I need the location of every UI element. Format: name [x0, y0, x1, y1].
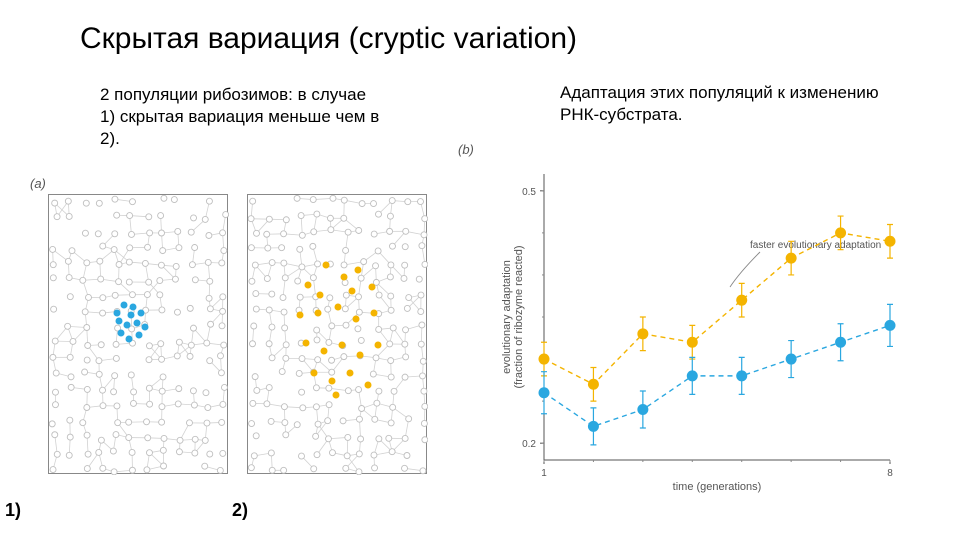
svg-text:evolutionary adaptation: evolutionary adaptation	[501, 260, 513, 374]
subtitle-left: 2 популяции рибозимов: в случае 1) скрыт…	[100, 84, 380, 150]
network-svg-1	[49, 195, 229, 475]
svg-text:8: 8	[887, 468, 893, 479]
fig-label-b: (b)	[458, 142, 474, 157]
network-panel-1	[48, 194, 228, 474]
panel-label-1: 1)	[5, 500, 21, 521]
svg-text:time (generations): time (generations)	[673, 481, 762, 493]
panel-label-2: 2)	[232, 500, 248, 521]
subtitle-right: Адаптация этих популяций к изменению РНК…	[560, 82, 900, 126]
svg-text:0.2: 0.2	[522, 439, 536, 450]
fig-label-a: (a)	[30, 176, 46, 191]
page-title: Скрытая вариация (cryptic variation)	[80, 22, 577, 56]
network-panel-2	[247, 194, 427, 474]
network-svg-2	[248, 195, 428, 475]
svg-text:(fraction of ribozyme reacted): (fraction of ribozyme reacted)	[513, 245, 525, 388]
svg-text:1: 1	[541, 468, 547, 479]
adaptation-chart: 0.2 0.5 1 8 time (generations) evolutionary a…	[490, 160, 910, 494]
svg-text:0.5: 0.5	[522, 187, 536, 198]
